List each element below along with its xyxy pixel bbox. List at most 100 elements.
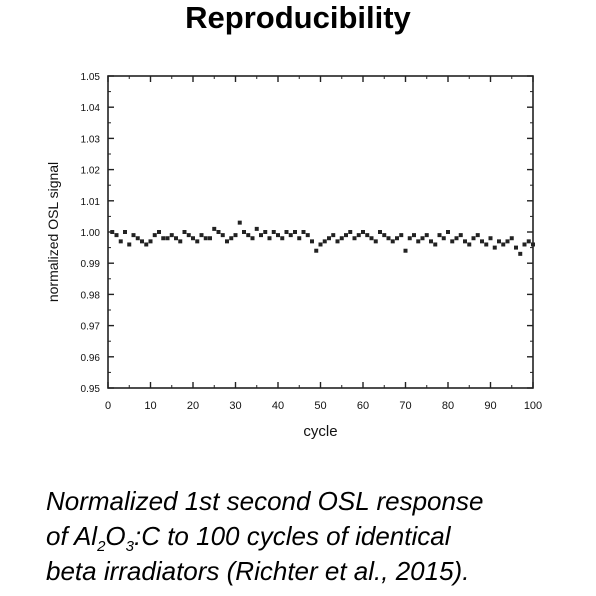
data-point	[280, 236, 285, 241]
data-point	[437, 233, 442, 238]
data-point	[407, 236, 412, 241]
x-tick-label: 0	[105, 400, 111, 412]
data-point	[331, 233, 336, 238]
data-point	[271, 230, 276, 234]
x-tick-label: 40	[272, 400, 284, 412]
data-point	[450, 239, 455, 244]
y-axis-ticks: 0.95 0.96 0.97 0.98 0.99 1.00 1.01 1.02 1.03 1.04…	[81, 72, 533, 395]
data-point	[220, 233, 225, 238]
x-tick-label: 60	[357, 400, 369, 412]
data-point	[458, 233, 463, 238]
data-point	[416, 239, 421, 244]
data-point	[446, 230, 450, 234]
data-point	[518, 251, 523, 256]
data-point	[348, 230, 353, 234]
osl-scatter-chart: 0 10 20 30 40 50 60 70 80 90 100 0.950.960.970.980…	[45, 72, 542, 440]
data-point	[369, 236, 374, 241]
data-point	[212, 226, 217, 231]
data-point	[475, 233, 480, 238]
data-point	[174, 236, 178, 241]
data-point	[314, 248, 319, 253]
data-point	[301, 230, 306, 234]
data-point	[441, 236, 446, 241]
data-point	[276, 233, 280, 238]
y-tick-label: 0.99	[81, 259, 101, 270]
x-axis-label: cycle	[303, 423, 337, 440]
data-point	[131, 233, 136, 238]
x-tick-label: 50	[314, 400, 326, 412]
y-tick-label: 1.02	[81, 166, 101, 177]
data-point	[471, 236, 476, 241]
data-point	[310, 239, 314, 244]
data-point	[429, 239, 433, 244]
x-tick-label: 70	[399, 400, 411, 412]
caption-line-2-end: :C to 100 cycles of identical	[133, 521, 451, 551]
y-tick-label: 1.04	[81, 103, 101, 114]
data-point	[254, 226, 259, 231]
data-point	[242, 230, 246, 234]
data-point	[157, 230, 161, 234]
data-point	[178, 239, 183, 244]
data-point	[386, 236, 391, 241]
data-point	[484, 242, 489, 247]
data-point	[365, 233, 370, 238]
y-tick-label: 1.03	[81, 134, 101, 145]
data-point	[327, 236, 331, 241]
data-point	[191, 236, 195, 241]
x-axis-ticks: 0 10 20 30 40 50 60 70 80 90 100	[105, 76, 542, 412]
data-point	[522, 242, 527, 247]
caption-line-2-start: of Al	[46, 521, 98, 551]
data-point	[514, 245, 518, 250]
y-tick-label: 0.98	[81, 290, 101, 301]
data-point	[233, 233, 238, 238]
data-point	[203, 236, 208, 241]
x-tick-label: 90	[484, 400, 496, 412]
data-point	[356, 233, 361, 238]
data-point	[395, 236, 399, 241]
data-point	[229, 236, 234, 241]
data-point	[420, 236, 425, 241]
data-point	[454, 236, 459, 241]
x-tick-label: 80	[442, 400, 454, 412]
data-point	[412, 233, 416, 238]
caption-subscript-3: 3	[125, 538, 134, 556]
x-tick-label: 10	[144, 400, 156, 412]
data-point	[127, 242, 132, 247]
data-point	[526, 239, 531, 244]
data-point	[216, 230, 221, 234]
x-tick-label: 100	[524, 400, 542, 412]
slide-title: Reproducibility	[185, 0, 411, 35]
caption-line-1: Normalized 1st second OSL response	[46, 486, 484, 516]
data-points	[110, 220, 535, 256]
data-point	[182, 230, 187, 234]
data-point	[148, 239, 153, 244]
data-point	[424, 233, 429, 238]
data-point	[225, 239, 229, 244]
figure-caption: Normalized 1st second OSL response of Al…	[46, 484, 576, 589]
data-point	[463, 239, 467, 244]
data-point	[488, 236, 493, 241]
data-point	[259, 233, 263, 238]
data-point	[199, 233, 204, 238]
data-point	[497, 239, 501, 244]
data-point	[382, 233, 387, 238]
y-axis-label: normalized OSL signal	[45, 162, 61, 302]
data-point	[492, 245, 497, 250]
data-point	[263, 230, 268, 234]
data-point	[531, 242, 535, 247]
data-point	[186, 233, 191, 238]
data-point	[118, 239, 123, 244]
y-tick-label: 1.05	[81, 72, 101, 83]
data-point	[114, 233, 119, 238]
data-point	[144, 242, 149, 247]
data-point	[509, 236, 514, 241]
data-point	[237, 220, 242, 225]
data-point	[399, 233, 404, 238]
data-point	[403, 248, 408, 253]
data-point	[361, 230, 365, 234]
y-tick-label: 0.97	[81, 322, 101, 333]
data-point	[195, 239, 200, 244]
data-point	[161, 236, 166, 241]
data-point	[267, 236, 272, 241]
data-point	[335, 239, 340, 244]
